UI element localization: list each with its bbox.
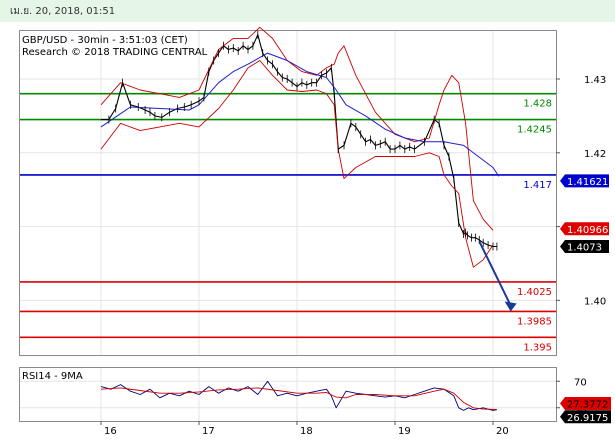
forecast-arrow-head (504, 301, 517, 312)
level-label-4: 1.3985 (517, 316, 552, 327)
y-tick-label-3: 1.40 (584, 296, 606, 307)
x-tick-label-0: 16 (104, 426, 117, 437)
chart-svg: 1.428 1.4245 1.417 1.4025 1.3985 1.395 1.43 1.… (19, 26, 611, 437)
x-tick-label-2: 18 (300, 426, 313, 437)
level-label-3: 1.4025 (517, 287, 552, 298)
price-tag-label-2: 1.4073 (567, 243, 602, 254)
timestamp-bar: เม.ย. 20, 2018, 01:51 (0, 0, 615, 22)
x-tick-label-4: 20 (496, 426, 509, 437)
bollinger-lower-line (100, 60, 494, 268)
main-plot-frame (19, 30, 557, 356)
series-layer (100, 26, 517, 312)
timestamp-text: เม.ย. 20, 2018, 01:51 (10, 6, 116, 17)
rsi-line (100, 380, 497, 411)
rsi-title: RSI14 - 9MA (22, 371, 83, 382)
level-label-5: 1.395 (523, 342, 552, 353)
y-tick-layer: 1.431.421.411.40 (556, 75, 606, 307)
bollinger-upper-line (100, 26, 494, 231)
price-tag-layer: 1.41621 1.40966 1.4073 (560, 174, 609, 254)
price-tag-bg-0 (560, 174, 609, 188)
price-tag-bg-1 (560, 222, 609, 236)
price-tag-label-1: 1.40966 (567, 225, 608, 236)
price-line (101, 34, 497, 248)
rsi-tag-bg-1 (560, 410, 611, 424)
chart-subtitle: Research © 2018 TRADING CENTRAL (22, 47, 208, 58)
y-tick-label-0: 1.43 (584, 75, 606, 86)
main-grid (20, 31, 556, 421)
x-tick-layer: 16 17 18 19 20 (100, 421, 509, 437)
y-tick-label-1: 1.42 (584, 149, 606, 160)
x-tick-label-1: 17 (202, 426, 215, 437)
level-label-0: 1.428 (523, 99, 552, 110)
levels-layer: 1.428 1.4245 1.417 1.4025 1.3985 1.395 (20, 92, 556, 353)
forecast-arrow-shaft (478, 240, 512, 306)
rsi-tag-bg-0 (560, 396, 611, 410)
price-tag-bg-2 (560, 240, 609, 254)
rsi-ma-line (100, 387, 497, 410)
rsi-tag-label-0: 27.3772 (567, 399, 608, 410)
chart-title: GBP/USD - 30min - 3:51:03 (CET) (22, 35, 188, 46)
rsi-y-tick-label-0: 70 (574, 377, 587, 388)
rsi-tag-label-1: 26.9175 (567, 413, 608, 424)
moving-average-line (100, 52, 500, 177)
level-label-1: 1.4245 (517, 125, 552, 136)
x-tick-label-3: 19 (398, 426, 411, 437)
level-label-2: 1.417 (523, 180, 552, 191)
rsi-plot-frame (19, 367, 557, 422)
price-tag-label-0: 1.41621 (567, 177, 608, 188)
